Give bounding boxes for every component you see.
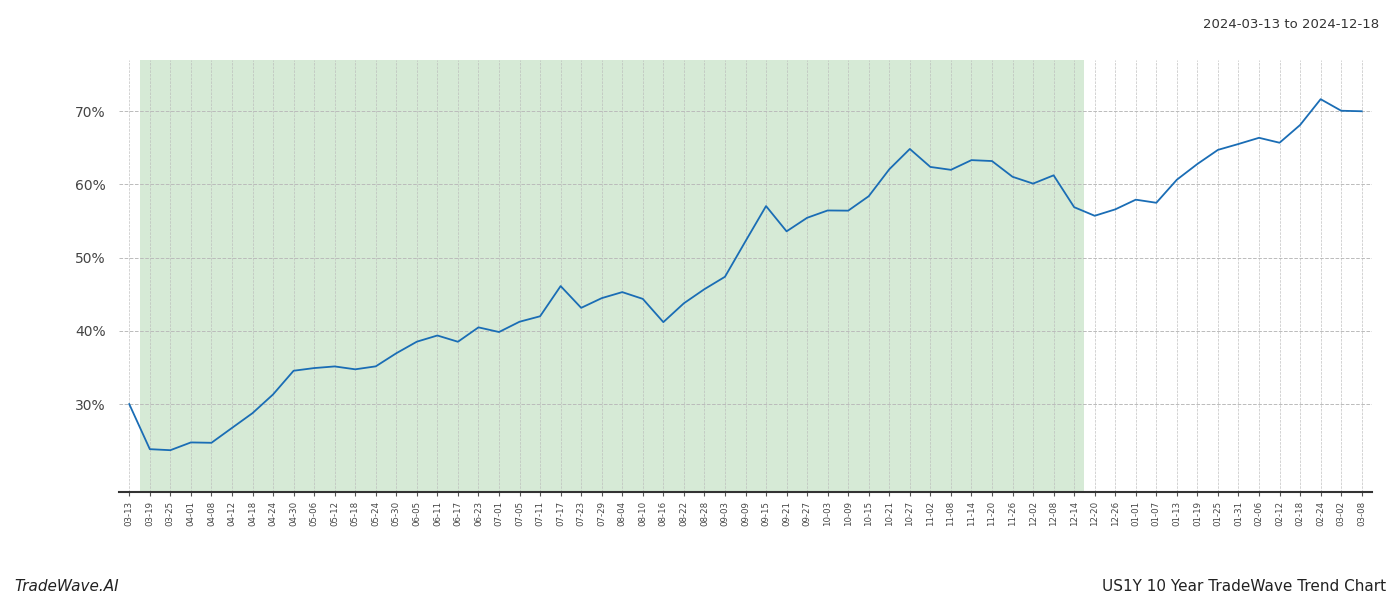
Text: TradeWave.AI: TradeWave.AI (14, 579, 119, 594)
Text: 2024-03-13 to 2024-12-18: 2024-03-13 to 2024-12-18 (1203, 18, 1379, 31)
Text: US1Y 10 Year TradeWave Trend Chart: US1Y 10 Year TradeWave Trend Chart (1102, 579, 1386, 594)
Bar (140, 60, 1085, 492)
